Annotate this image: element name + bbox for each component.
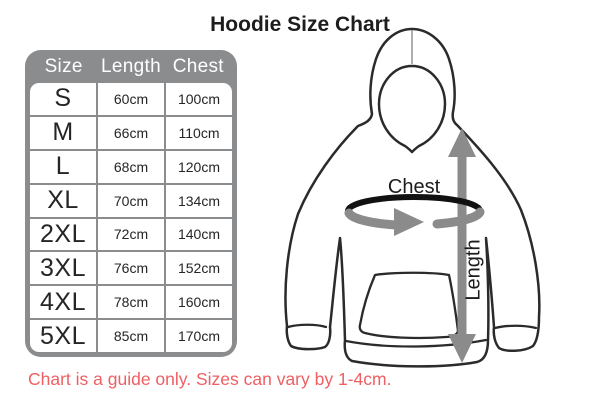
table-row-4xl: 4XL 78cm 160cm [30,286,232,319]
size-cell: L [30,150,96,183]
length-cell: 60cm [98,83,164,115]
hood-face-opening [377,64,447,154]
size-table-header-row: Size Length Chest [25,50,237,83]
size-cell: S [30,83,96,115]
chest-cell: 140cm [166,218,232,251]
column-header-chest: Chest [172,55,224,77]
size-cell: XL [30,184,96,217]
chest-cell: 152cm [166,252,232,285]
size-table-body: S 60cm 100cm M 66cm 110cm L 68cm 120cm X… [30,83,232,352]
size-cell: M [30,116,96,149]
length-cell: 76cm [98,252,164,285]
chest-arc-front-left [344,208,401,230]
size-cell: 4XL [30,286,96,319]
chest-cell: 160cm [166,286,232,319]
length-label: Length [462,239,484,300]
chest-cell: 170cm [166,320,232,352]
length-arrow-down-head [448,334,476,363]
chest-cell: 110cm [166,116,232,149]
table-row-2xl: 2XL 72cm 140cm [30,218,232,251]
table-row-3xl: 3XL 76cm 152cm [30,252,232,285]
length-cell: 85cm [98,320,164,352]
size-cell: 2XL [30,218,96,251]
size-table: Size Length Chest S 60cm 100cm M 66cm 11… [25,50,237,357]
left-cuff-line [286,323,328,329]
length-cell: 78cm [98,286,164,319]
table-row-l: L 68cm 120cm [30,150,232,183]
chest-cell: 120cm [166,150,232,183]
length-cell: 68cm [98,150,164,183]
chest-cell: 134cm [166,184,232,217]
table-row-5xl: 5XL 85cm 170cm [30,320,232,352]
size-cell: 3XL [30,252,96,285]
length-cell: 72cm [98,218,164,251]
chest-label: Chest [388,176,441,198]
length-arrow [448,128,476,363]
disclaimer-note: Chart is a guide only. Sizes can vary by… [28,369,392,389]
kangaroo-pocket [358,271,460,340]
length-cell: 70cm [98,184,164,217]
column-header-size: Size [44,55,83,77]
chest-arc-front-right [432,207,485,229]
page-title: Hoodie Size Chart [210,13,390,36]
chest-arrow [344,194,485,236]
chest-arc-back [345,194,483,214]
chest-cell: 100cm [166,83,232,115]
length-cell: 66cm [98,116,164,149]
right-cuff-line [493,324,538,330]
table-row-m: M 66cm 110cm [30,116,232,149]
length-arrow-up-head [448,128,476,157]
table-row-s: S 60cm 100cm [30,83,232,115]
size-cell: 5XL [30,320,96,352]
column-header-length: Length [101,55,161,77]
chest-arrow-head [394,208,424,236]
table-row-xl: XL 70cm 134cm [30,184,232,217]
